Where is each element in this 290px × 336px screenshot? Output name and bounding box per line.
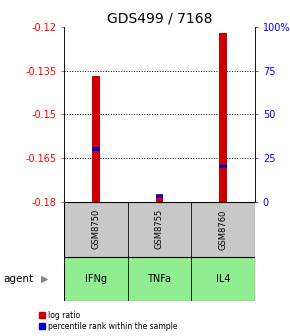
Text: agent: agent: [3, 274, 33, 284]
Legend: log ratio, percentile rank within the sample: log ratio, percentile rank within the sa…: [39, 310, 177, 331]
Text: IL4: IL4: [216, 274, 231, 284]
Text: GSM8760: GSM8760: [219, 209, 228, 250]
Bar: [220, 33, 227, 202]
Bar: [92, 148, 99, 151]
Bar: [64, 257, 128, 301]
Bar: [220, 165, 227, 168]
Bar: [92, 76, 99, 202]
Bar: [191, 202, 255, 257]
Bar: [156, 194, 163, 202]
Bar: [64, 202, 128, 257]
Text: ▶: ▶: [41, 274, 49, 284]
Text: TNFa: TNFa: [148, 274, 171, 284]
Text: GSM8755: GSM8755: [155, 209, 164, 249]
Bar: [191, 257, 255, 301]
Bar: [128, 257, 191, 301]
Text: GSM8750: GSM8750: [91, 209, 100, 249]
Bar: [128, 202, 191, 257]
Title: GDS499 / 7168: GDS499 / 7168: [107, 12, 212, 26]
Bar: [156, 195, 163, 198]
Text: IFNg: IFNg: [85, 274, 107, 284]
